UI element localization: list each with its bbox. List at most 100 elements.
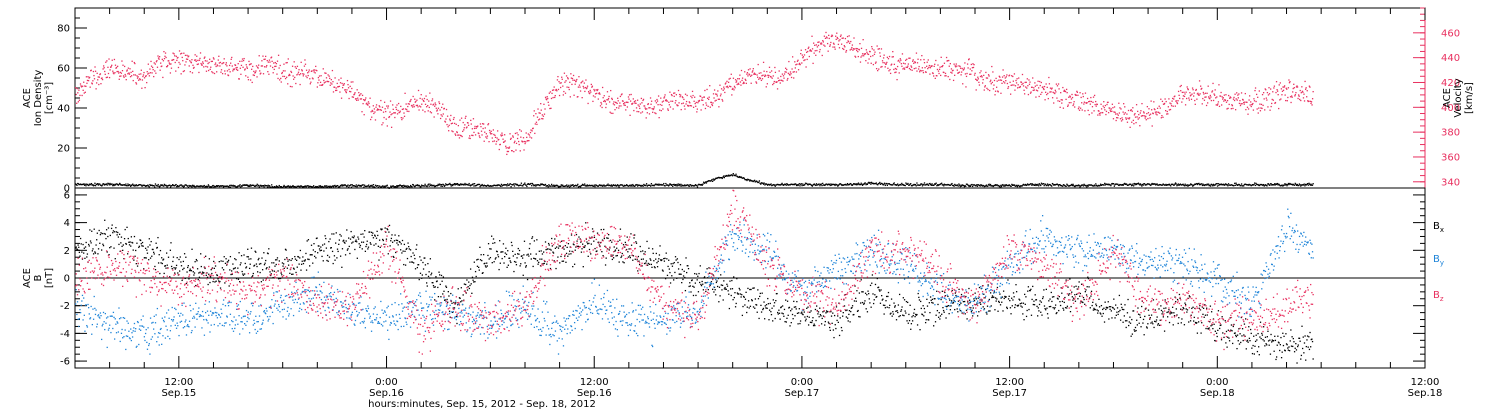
density-series-point	[159, 185, 161, 187]
velocity-series-point	[314, 69, 316, 71]
velocity-series-point	[1116, 113, 1118, 115]
density-series-point	[399, 184, 401, 186]
velocity-series-point	[733, 85, 736, 88]
velocity-series-point	[1006, 82, 1009, 85]
velocity-series-point	[489, 131, 491, 134]
velocity-series-point	[908, 57, 910, 59]
velocity-series-point	[1105, 113, 1107, 116]
velocity-series-point	[1175, 100, 1178, 102]
density-series-point	[778, 184, 780, 186]
b-series-bx-point	[306, 240, 308, 242]
velocity-series-point	[803, 54, 806, 56]
density-series-point	[475, 185, 477, 187]
velocity-series-point	[346, 79, 349, 82]
velocity-series-point	[665, 99, 667, 101]
velocity-series-point	[1271, 98, 1273, 101]
density-series-point	[632, 185, 635, 187]
b-series-bx-point	[527, 253, 529, 255]
velocity-series-point	[113, 58, 116, 61]
velocity-series-point	[287, 83, 289, 85]
density-series-point	[533, 184, 536, 187]
density-series-point	[795, 184, 798, 187]
velocity-series-point	[510, 137, 512, 139]
density-series-point	[847, 184, 849, 186]
velocity-series-point	[746, 72, 749, 74]
velocity-series-point	[1266, 99, 1268, 101]
density-series-point	[725, 174, 728, 177]
density-series-point	[299, 185, 302, 187]
density-series-point	[947, 184, 950, 186]
velocity-series-point	[1174, 105, 1176, 107]
density-series-point	[1029, 183, 1031, 186]
velocity-series-point	[593, 90, 596, 92]
velocity-series-point	[607, 97, 610, 100]
b-series-bx-point	[237, 267, 239, 269]
density-series-point	[449, 183, 452, 186]
velocity-series-point	[334, 77, 336, 79]
velocity-series-point	[627, 96, 630, 98]
velocity-series-point	[512, 136, 514, 138]
velocity-series-point	[556, 79, 559, 81]
velocity-series-point	[884, 66, 886, 68]
velocity-series-point	[355, 99, 358, 101]
velocity-series-point	[467, 122, 469, 124]
velocity-series-point	[794, 67, 796, 69]
velocity-series-point	[914, 61, 916, 63]
velocity-series-point	[554, 96, 556, 99]
density-series-point	[293, 186, 296, 188]
density-series-point	[355, 184, 357, 186]
density-series-point	[467, 184, 469, 186]
velocity-series-point	[667, 108, 669, 110]
velocity-series-point	[877, 69, 879, 72]
density-series-point	[504, 184, 507, 186]
density-series-point	[1210, 183, 1212, 185]
density-series-point	[961, 184, 963, 186]
density-series-point	[727, 174, 730, 176]
velocity-series-point	[979, 72, 981, 74]
density-series-point	[91, 184, 93, 186]
density-series-point	[422, 185, 424, 187]
density-series-point	[1121, 184, 1123, 186]
velocity-series-point	[1155, 113, 1157, 115]
velocity-series-point	[1302, 91, 1304, 93]
velocity-series-point	[493, 133, 495, 136]
density-series-point	[410, 184, 412, 187]
b-series-bx-point	[426, 285, 428, 287]
density-series-point	[1253, 183, 1255, 186]
velocity-series-point	[623, 104, 625, 106]
velocity-series-point	[680, 94, 682, 96]
velocity-series-point	[947, 60, 949, 62]
velocity-series-point	[1039, 80, 1041, 83]
velocity-series-point	[1146, 112, 1148, 115]
velocity-series-point	[449, 118, 451, 120]
velocity-series-point	[1076, 90, 1078, 93]
density-series-point	[193, 184, 195, 187]
velocity-series-point	[206, 66, 209, 68]
density-series-point	[1207, 184, 1209, 186]
density-series-point	[416, 184, 418, 187]
density-series-point	[384, 186, 386, 188]
density-series-point	[1013, 184, 1016, 186]
velocity-series-point	[1124, 106, 1126, 108]
velocity-series-point	[1007, 86, 1010, 88]
velocity-series-point	[1151, 125, 1153, 127]
velocity-series-point	[1221, 96, 1223, 98]
density-series-point	[1091, 184, 1093, 186]
b-series-bx-point	[131, 242, 134, 244]
density-series-point	[207, 185, 209, 188]
density-series-point	[152, 184, 155, 187]
velocity-series-point	[645, 117, 647, 119]
b-series-bx-point	[489, 248, 491, 250]
density-axis-label-line: [cm⁻³]	[44, 82, 55, 114]
velocity-series-point	[1121, 117, 1123, 119]
density-series-point	[888, 183, 890, 185]
density-series-point	[1081, 184, 1083, 186]
density-series-point	[180, 184, 182, 186]
velocity-series-point	[792, 71, 794, 73]
velocity-series-point	[305, 69, 308, 71]
velocity-series-point	[374, 111, 376, 113]
b-series-bx-point	[346, 229, 348, 231]
velocity-series-point	[1017, 84, 1019, 86]
b-series-bx-point	[373, 244, 375, 246]
velocity-series-point	[596, 92, 598, 95]
